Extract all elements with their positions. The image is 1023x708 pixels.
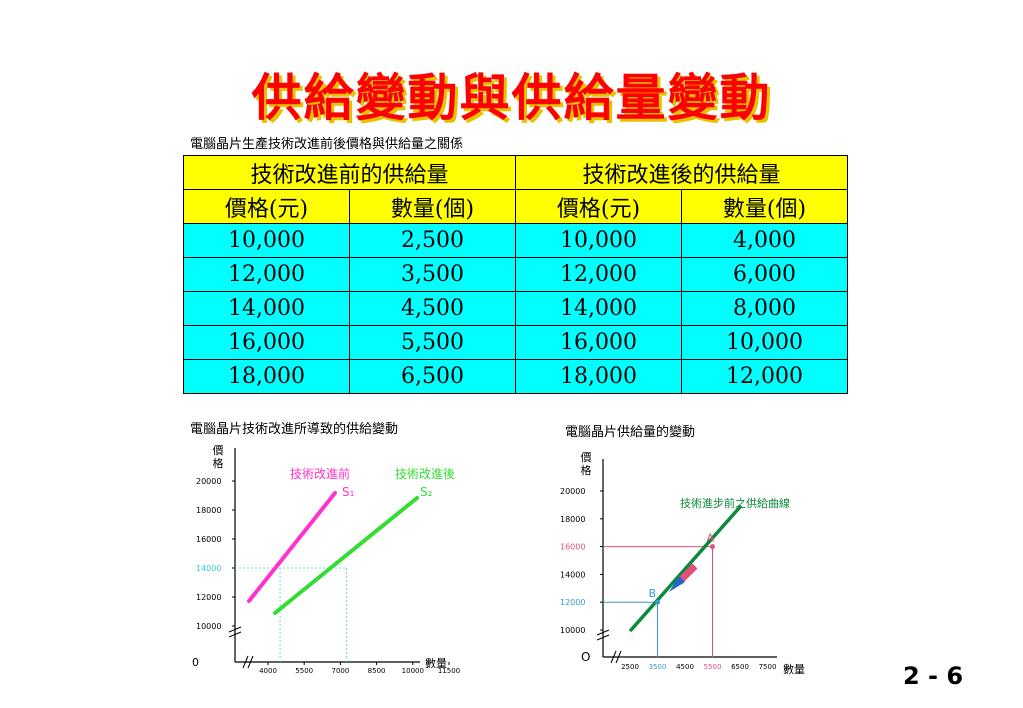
table-cell: 16,000 [514, 325, 682, 360]
group-header-after: 技術改進後的供給量 [514, 155, 849, 190]
y-tick-label: 18000 [196, 506, 221, 515]
point-b [655, 599, 660, 605]
y-tick-label: 10000 [560, 626, 585, 635]
y-tick-label: 16000 [196, 535, 221, 544]
table-cell: 6,500 [348, 359, 516, 394]
x-tick-label: 4500 [676, 663, 694, 671]
supply-line [629, 505, 742, 632]
table-cell: 10,000 [680, 325, 849, 360]
x-tick-label: 7500 [759, 663, 777, 671]
table-row: 14,000 4,500 14,000 8,000 [183, 291, 849, 326]
y-tick-label: 18000 [560, 515, 585, 524]
y-tick-label: 12000 [196, 593, 221, 602]
table-cell: 6,000 [680, 257, 849, 292]
table-cell: 12,000 [514, 257, 682, 292]
y-axis-label: 價 [213, 443, 224, 457]
table-cell: 4,500 [348, 291, 516, 326]
quantity-supplied-chart: 價格 O 數量 10000 12000 14000 16000 18000 20000 2500 3… [560, 450, 805, 676]
table-row: 16,000 5,500 16,000 10,000 [183, 325, 849, 360]
y-tick-label: 14000 [196, 564, 221, 573]
x-tick-label: 4000 [259, 667, 277, 675]
y-axis-label: 格 [213, 456, 224, 470]
x-tick-label: 11500 [438, 667, 460, 675]
chart1-caption: 電腦晶片技術改進所導致的供給變動 [190, 422, 399, 437]
movement-arrow-head-icon [669, 576, 685, 592]
column-header: 數量(個) [680, 189, 849, 224]
supply-line-label: 技術進步前之供給曲線 [680, 496, 790, 510]
y-tick-label: 20000 [560, 487, 585, 496]
table-cell: 14,000 [514, 291, 682, 326]
table-cell: 2,500 [348, 223, 516, 258]
table-cell: 18,000 [514, 359, 682, 394]
x-tick-label: 5500 [295, 667, 313, 675]
x-tick-label: 2500 [621, 663, 639, 671]
table-column-header-row: 價格(元) 數量(個) 價格(元) 數量(個) [183, 189, 849, 224]
group-header-before: 技術改進前的供給量 [183, 155, 516, 190]
origin-label: O [581, 650, 590, 664]
x-tick-label: 10000 [402, 667, 424, 675]
table-row: 10,000 2,500 10,000 4,000 [183, 223, 849, 258]
table-cell: 14,000 [183, 291, 350, 326]
supply-table: 技術改進前的供給量 技術改進後的供給量 價格(元) 數量(個) 價格(元) 數量… [183, 155, 849, 394]
chart2-caption: 電腦晶片供給量的變動 [565, 425, 696, 440]
column-header: 數量(個) [348, 189, 516, 224]
point-a-label: A [707, 532, 715, 545]
point-b-label: B [649, 587, 657, 600]
table-row: 18,000 6,500 18,000 12,000 [183, 359, 849, 394]
table-cell: 5,500 [348, 325, 516, 360]
x-tick-label: 7000 [331, 667, 349, 675]
table-cell: 10,000 [514, 223, 682, 258]
table-cell: 4,000 [680, 223, 849, 258]
table-caption: 電腦晶片生產技術改進前後價格與供給量之關係 [190, 137, 464, 152]
page-number: 2 - 6 [903, 662, 964, 690]
point-a [710, 544, 715, 550]
y-tick-label: 16000 [560, 543, 585, 552]
table-cell: 10,000 [183, 223, 350, 258]
table-cell: 3,500 [348, 257, 516, 292]
series-curve-label: S₁ [342, 485, 355, 499]
table-cell: 8,000 [680, 291, 849, 326]
supply-line-2 [273, 496, 419, 615]
x-tick-label: 5500 [704, 663, 722, 671]
series-curve-label: S₂ [420, 485, 433, 499]
y-axis-break-icon [228, 626, 242, 638]
series-name-label: 技術改進前 [290, 466, 350, 481]
table-cell: 16,000 [183, 325, 350, 360]
x-tick-label: 8500 [368, 667, 386, 675]
table-cell: 12,000 [680, 359, 849, 394]
supply-line-1 [247, 491, 337, 603]
table-row: 12,000 3,500 12,000 6,000 [183, 257, 849, 292]
x-tick-label: 3500 [649, 663, 667, 671]
y-tick-label: 12000 [560, 598, 585, 607]
y-tick-label: 14000 [560, 570, 585, 579]
origin-label: 0 [192, 656, 199, 669]
y-tick-label: 20000 [196, 477, 221, 486]
x-axis-break-icon [610, 650, 622, 664]
y-axis-label: 格 [581, 463, 592, 477]
series-name-label: 技術改進後 [395, 467, 455, 481]
table-group-header-row: 技術改進前的供給量 技術改進後的供給量 [183, 155, 849, 190]
column-header: 價格(元) [183, 189, 350, 224]
x-axis-label: 數量 [425, 657, 447, 670]
column-header: 價格(元) [514, 189, 682, 224]
page-title: 供給變動與供給量變動 [251, 68, 772, 127]
y-tick-label: 10000 [196, 622, 221, 631]
x-axis-break-icon [242, 655, 254, 669]
y-axis-label: 價 [581, 450, 592, 464]
table-cell: 18,000 [183, 359, 350, 394]
x-axis-label: 數量 [783, 663, 805, 676]
y-axis-break-icon [596, 629, 610, 641]
x-tick-label: 6500 [731, 663, 749, 671]
table-cell: 12,000 [183, 257, 350, 292]
